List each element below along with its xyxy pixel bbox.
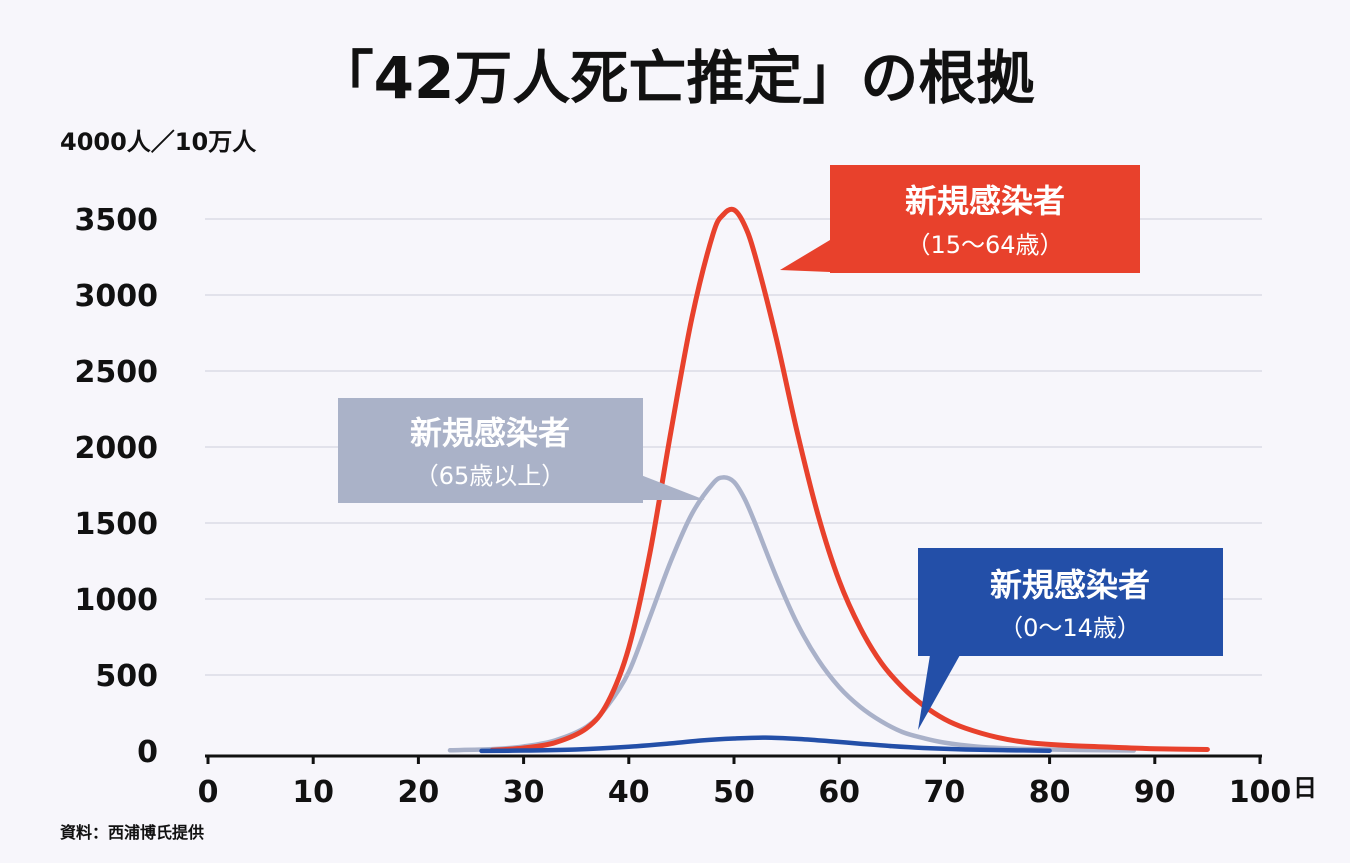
y-tick-label: 1500 [75,507,159,542]
x-tick-label: 90 [1134,775,1176,810]
x-tick-label: 10 [292,775,334,810]
series-line-15-64 [489,206,1210,753]
callout-sub-children: （0〜14歳） [999,614,1141,642]
x-tick-label: 20 [398,775,440,810]
x-tick-label: 30 [503,775,545,810]
y-tick-label: 2000 [75,431,159,466]
x-tick-label: 100 [1229,775,1292,810]
callout-pointer-elderly-tail [628,470,705,500]
chart-title: 「42万人死亡推定」の根拠 [316,44,1036,112]
source-note: 資料：西浦博氏提供 [60,823,204,842]
x-axis-ticks: 0 10 20 30 40 50 60 70 80 90 100 [198,756,1292,810]
x-tick-label: 40 [608,775,650,810]
y-tick-label: 3500 [75,203,159,238]
callout-title-elderly: 新規感染者 [410,414,570,452]
x-axis-unit-label: 日 [1293,774,1317,802]
callout-box-children [918,548,1223,656]
callout-children: 新規感染者 （0〜14歳） [918,548,1223,730]
x-tick-label: 60 [818,775,860,810]
callout-sub-elderly: （65歳以上） [415,462,566,490]
callout-sub-working-age: （15〜64歳） [906,231,1063,259]
x-tick-label: 0 [198,775,219,810]
callout-box-elderly [338,398,643,503]
y-tick-label: 1000 [75,583,159,618]
x-tick-label: 50 [713,775,755,810]
y-axis-unit-label: 4000人／10万人 [60,128,256,156]
y-tick-label: 3000 [75,279,159,314]
y-tick-label: 500 [95,659,158,694]
callout-pointer-working-age [780,240,830,272]
series-layer [447,206,1210,754]
callout-title-children: 新規感染者 [990,566,1150,604]
x-tick-label: 80 [1029,775,1071,810]
y-tick-label: 0 [137,735,158,770]
y-axis-ticks: 0 500 1000 1500 2000 2500 3000 3500 [75,203,159,770]
callout-working-age: 新規感染者 （15〜64歳） [780,165,1140,273]
x-tick-label: 70 [924,775,966,810]
y-tick-label: 2500 [75,355,159,390]
callout-pointer-children [918,655,960,730]
callout-box-working-age [830,165,1140,273]
callout-title-working-age: 新規感染者 [905,182,1065,220]
series-line-0-14 [479,735,1052,754]
callout-elderly: 新規感染者 （65歳以上） [338,398,710,503]
